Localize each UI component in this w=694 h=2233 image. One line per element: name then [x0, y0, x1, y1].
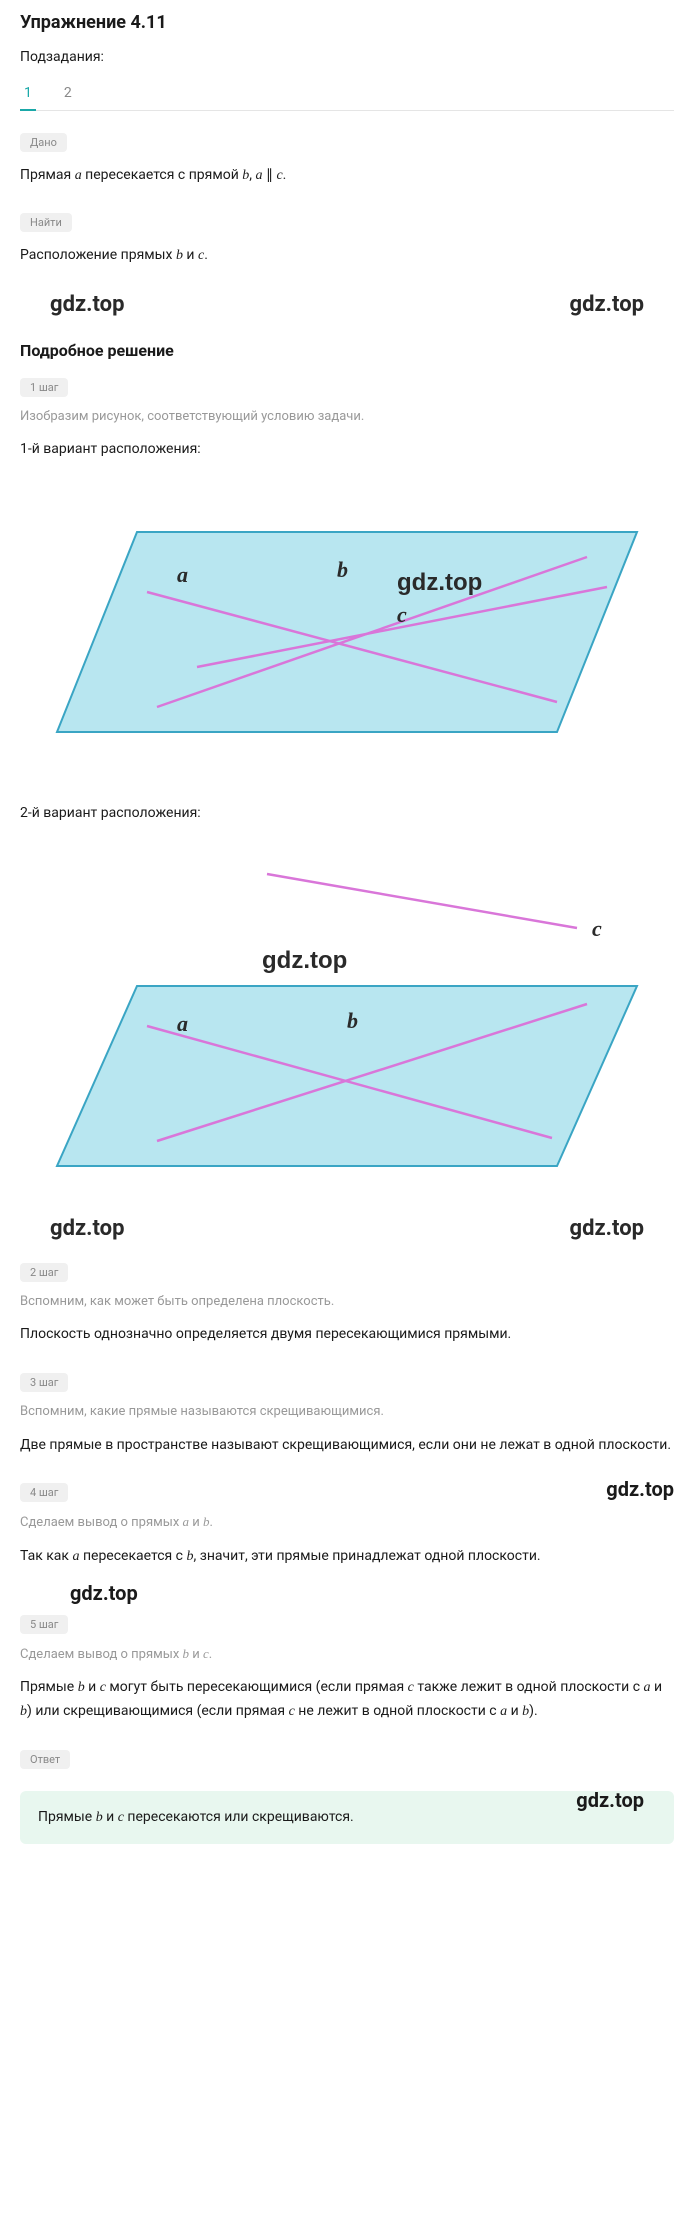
watermark-row: gdz.top gdz.top [20, 292, 674, 317]
tabs-container: 1 2 [20, 77, 674, 111]
step-5-desc: Сделаем вывод о прямых b и c. [20, 1644, 674, 1665]
watermark: gdz.top [570, 292, 644, 317]
step-4-desc: Сделаем вывод о прямых a и b. [20, 1512, 674, 1533]
label-c-2: c [592, 916, 602, 941]
answer-box: gdz.top Прямые b и c пересекаются или ск… [20, 1791, 674, 1844]
diagram-2: c gdz.top a b [20, 856, 674, 1176]
line-c-2 [267, 874, 577, 928]
step-5-badge: 5 шаг [20, 1615, 68, 1634]
given-text: Прямая a пересекается с прямой b, a ∥ c. [20, 164, 674, 187]
label-b-2: b [347, 1008, 358, 1033]
step-3-body: Две прямые в пространстве называют скрещ… [20, 1434, 674, 1458]
step-2-body: Плоскость однозначно определяется двумя … [20, 1323, 674, 1347]
watermark: gdz.top [70, 1581, 674, 1605]
diagram-watermark-2: gdz.top [262, 947, 347, 974]
watermark: gdz.top [570, 1216, 644, 1241]
step-4-badge: 4 шаг [20, 1483, 68, 1502]
step-2-desc: Вспомним, как может быть определена плос… [20, 1292, 674, 1312]
step-3-desc: Вспомним, какие прямые называются скрещи… [20, 1402, 674, 1422]
step-4-body: Так как a пересекается с b, значит, эти … [20, 1545, 674, 1569]
watermark: gdz.top [576, 1785, 644, 1815]
watermark: gdz.top [606, 1477, 674, 1501]
label-c: c [397, 602, 407, 627]
diagram-watermark: gdz.top [397, 569, 482, 596]
tab-2[interactable]: 2 [60, 77, 76, 111]
find-badge: Найти [20, 213, 72, 232]
tab-1[interactable]: 1 [20, 77, 36, 111]
step-3-badge: 3 шаг [20, 1373, 68, 1392]
step-1-variant-1: 1-й вариант расположения: [20, 438, 674, 462]
answer-badge: Ответ [20, 1750, 70, 1769]
solution-heading: Подробное решение [20, 341, 674, 360]
step-1-variant-2: 2-й вариант расположения: [20, 802, 674, 826]
diagram-1: a a b c gdz.top [20, 492, 674, 752]
find-text: Расположение прямых b и c. [20, 244, 674, 267]
watermark-row: gdz.top gdz.top [20, 1216, 674, 1241]
given-badge: Дано [20, 133, 67, 152]
watermark: gdz.top [50, 1216, 124, 1241]
step-1-badge: 1 шаг [20, 378, 68, 397]
label-a: a [177, 562, 188, 587]
watermark: gdz.top [50, 292, 124, 317]
label-b: b [337, 557, 348, 582]
subtasks-label: Подзадания: [20, 49, 674, 65]
label-a-2: a [177, 1011, 188, 1036]
exercise-title: Упражнение 4.11 [20, 12, 674, 33]
step-5-body: Прямые b и c могут быть пересекающимися … [20, 1676, 674, 1724]
step-2-badge: 2 шаг [20, 1263, 68, 1282]
step-1-desc: Изобразим рисунок, соответствующий услов… [20, 407, 674, 427]
